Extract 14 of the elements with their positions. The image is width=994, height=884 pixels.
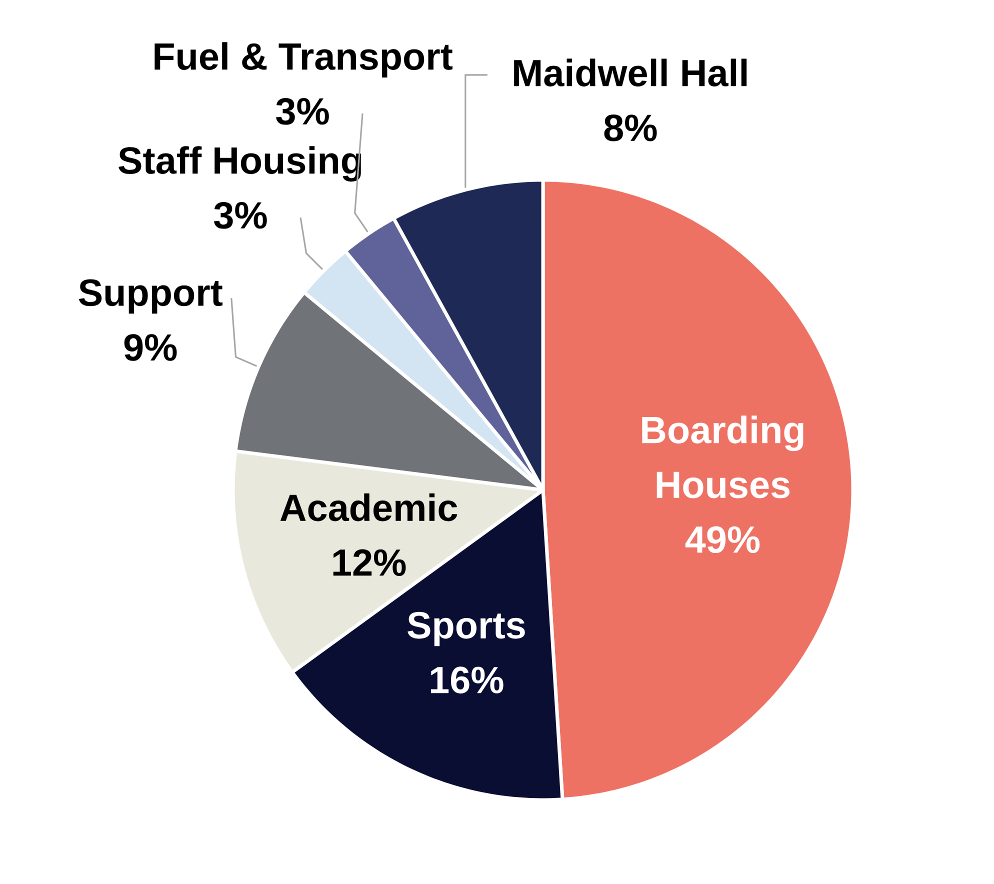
slice-label: Boarding Houses [642, 416, 804, 498]
slice-label: Maidwell Hall [514, 58, 747, 86]
data-label: 3% [214, 202, 267, 229]
data-label: 8% [604, 114, 657, 142]
data-label: 16% [430, 666, 504, 694]
slice-label: Fuel & Transport [154, 42, 452, 78]
slice-label: Sports [408, 612, 525, 646]
data-label: 49% [685, 526, 760, 554]
data-label: 3% [276, 98, 329, 125]
slice-label: Support [78, 279, 222, 314]
slice-label: Staff Housing [118, 146, 361, 182]
data-label: 9% [124, 334, 177, 361]
slice-label: Academic [280, 493, 458, 522]
data-label: 12% [333, 549, 406, 576]
